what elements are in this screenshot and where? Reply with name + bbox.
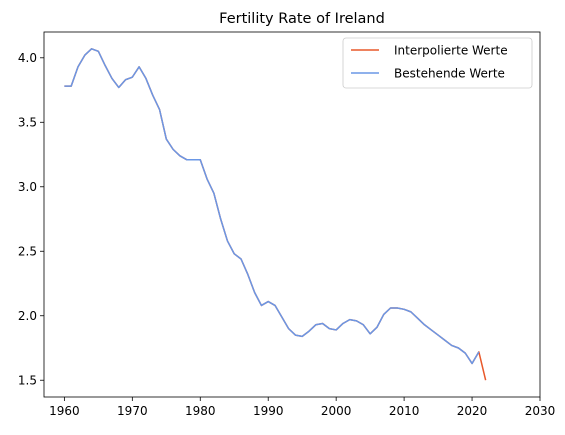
x-tick-label: 1990 (253, 404, 284, 418)
y-tick-label: 3.0 (18, 180, 37, 194)
x-tick-label: 2000 (321, 404, 352, 418)
x-tick-label: 2020 (457, 404, 488, 418)
series-layer (64, 48, 487, 381)
x-tick-label: 1960 (49, 404, 80, 418)
x-tick-label: 2030 (525, 404, 556, 418)
legend-box (342, 37, 533, 89)
x-tick-label: 1980 (185, 404, 216, 418)
legend-label-interpolated: Interpolierte Werte (394, 44, 508, 58)
legend-label-existing: Bestehende Werte (394, 67, 505, 81)
y-tick-label: 2.0 (18, 309, 37, 323)
x-tick-label: 2010 (389, 404, 420, 418)
legend: Interpolierte Werte Bestehende Werte (342, 37, 533, 89)
series-line-existing (64, 48, 480, 365)
x-tick-label: 1970 (117, 404, 148, 418)
plot-area (43, 31, 541, 398)
y-tick-label: 4.0 (18, 51, 37, 65)
y-tick-label: 3.5 (18, 116, 37, 130)
y-tick-label: 1.5 (18, 374, 37, 388)
y-tick-label: 2.5 (18, 245, 37, 259)
chart-title: Fertility Rate of Ireland (219, 11, 385, 27)
axis-layer: 1960 1970 1980 1990 2000 2010 2020 2030 1.5 2.0 2.… (18, 51, 555, 418)
